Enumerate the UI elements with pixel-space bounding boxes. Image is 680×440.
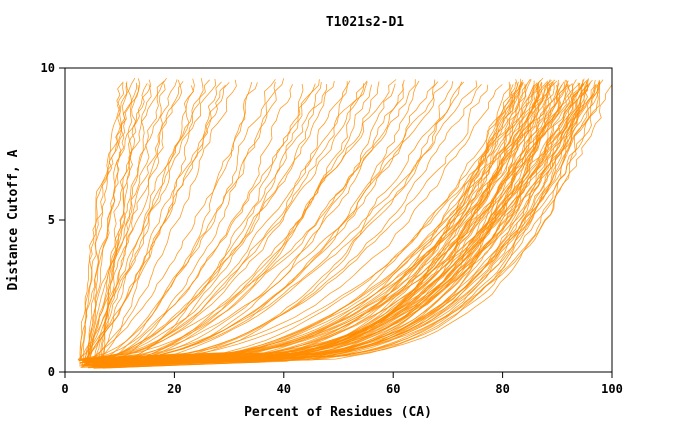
- x-tick-label: 20: [167, 382, 181, 396]
- model-curve: [82, 84, 588, 363]
- model-curve: [90, 82, 538, 359]
- model-curve: [92, 81, 368, 366]
- model-curve: [79, 82, 258, 365]
- model-curve: [93, 79, 320, 360]
- model-curve: [78, 81, 465, 361]
- model-curve: [99, 84, 514, 366]
- model-curve: [101, 84, 540, 365]
- model-curve: [89, 78, 531, 359]
- model-curve: [85, 80, 524, 362]
- model-curve: [100, 83, 396, 362]
- model-curve: [100, 83, 365, 361]
- model-curve: [92, 84, 521, 367]
- model-curve: [82, 79, 416, 361]
- model-curve: [88, 79, 589, 363]
- model-curve: [77, 82, 230, 360]
- model-curve: [100, 82, 581, 359]
- model-curve: [101, 84, 152, 365]
- model-curve: [89, 83, 133, 367]
- model-curve: [91, 83, 527, 368]
- model-curve: [78, 81, 348, 361]
- y-axis-label: Distance Cutoff, A: [6, 149, 21, 290]
- model-curve: [81, 84, 511, 366]
- model-curve: [81, 83, 555, 365]
- model-curve: [91, 79, 178, 368]
- y-tick-label: 0: [48, 365, 55, 379]
- model-curve: [102, 83, 304, 369]
- model-curve: [82, 78, 204, 364]
- model-curve: [94, 81, 253, 365]
- model-curve: [84, 84, 538, 363]
- model-curve: [100, 82, 600, 367]
- model-curve: [80, 81, 222, 364]
- model-curve: [81, 80, 420, 362]
- model-curve: [98, 82, 540, 362]
- x-tick-label: 0: [61, 382, 68, 396]
- model-curve: [81, 79, 237, 368]
- model-curve: [80, 79, 552, 360]
- model-curve: [99, 85, 194, 366]
- model-curve: [93, 82, 524, 366]
- x-tick-label: 100: [601, 382, 623, 396]
- x-axis-label: Percent of Residues (CA): [244, 405, 432, 420]
- model-curve: [99, 79, 210, 362]
- model-curve: [88, 79, 577, 361]
- y-tick-label: 10: [41, 61, 55, 75]
- model-curve: [80, 79, 276, 360]
- model-curve: [86, 81, 601, 365]
- model-curve: [85, 82, 554, 365]
- model-curve: [89, 81, 454, 366]
- model-curve: [101, 85, 600, 361]
- chart-title: T1021s2-D1: [326, 15, 404, 30]
- model-curve: [88, 83, 404, 363]
- model-curve: [82, 80, 351, 360]
- model-curve: [78, 78, 217, 361]
- model-curve: [85, 80, 165, 365]
- ticks-group: 0 20 40 60 80 100 0 5 10: [41, 61, 623, 396]
- curves-group: [77, 77, 612, 369]
- x-tick-label: 80: [495, 382, 509, 396]
- model-curve: [102, 81, 277, 365]
- model-curve: [86, 79, 604, 366]
- model-curve: [89, 83, 148, 363]
- model-curve: [100, 79, 397, 368]
- model-curve: [97, 80, 569, 366]
- model-curve: [90, 82, 560, 366]
- model-curve: [87, 79, 600, 363]
- model-curve: [81, 79, 541, 366]
- model-curve: [89, 84, 559, 361]
- model-curve: [82, 82, 123, 361]
- model-curve: [83, 83, 552, 367]
- x-tick-label: 40: [277, 382, 291, 396]
- model-curve: [93, 82, 517, 364]
- model-curve: [88, 80, 558, 360]
- model-curve: [96, 79, 532, 365]
- model-curve: [78, 84, 293, 362]
- model-curve: [101, 83, 574, 363]
- model-curve: [97, 84, 139, 363]
- model-curve: [88, 80, 449, 361]
- model-curve: [93, 80, 478, 367]
- model-curve: [99, 78, 141, 362]
- model-curve: [92, 81, 380, 367]
- model-curve: [97, 79, 518, 368]
- model-curve: [79, 78, 589, 363]
- model-curve: [87, 81, 125, 358]
- model-curve: [85, 84, 372, 364]
- x-tick-label: 60: [386, 382, 400, 396]
- model-curve: [85, 81, 463, 363]
- model-curve: [91, 82, 543, 362]
- model-curve: [92, 80, 335, 361]
- y-tick-label: 5: [48, 213, 55, 227]
- model-curve: [98, 83, 583, 367]
- model-curve: [80, 82, 555, 361]
- model-curve: [93, 84, 503, 360]
- model-curve: [92, 83, 528, 368]
- model-curve: [82, 78, 195, 368]
- model-curve: [102, 81, 439, 362]
- model-curve: [87, 81, 322, 369]
